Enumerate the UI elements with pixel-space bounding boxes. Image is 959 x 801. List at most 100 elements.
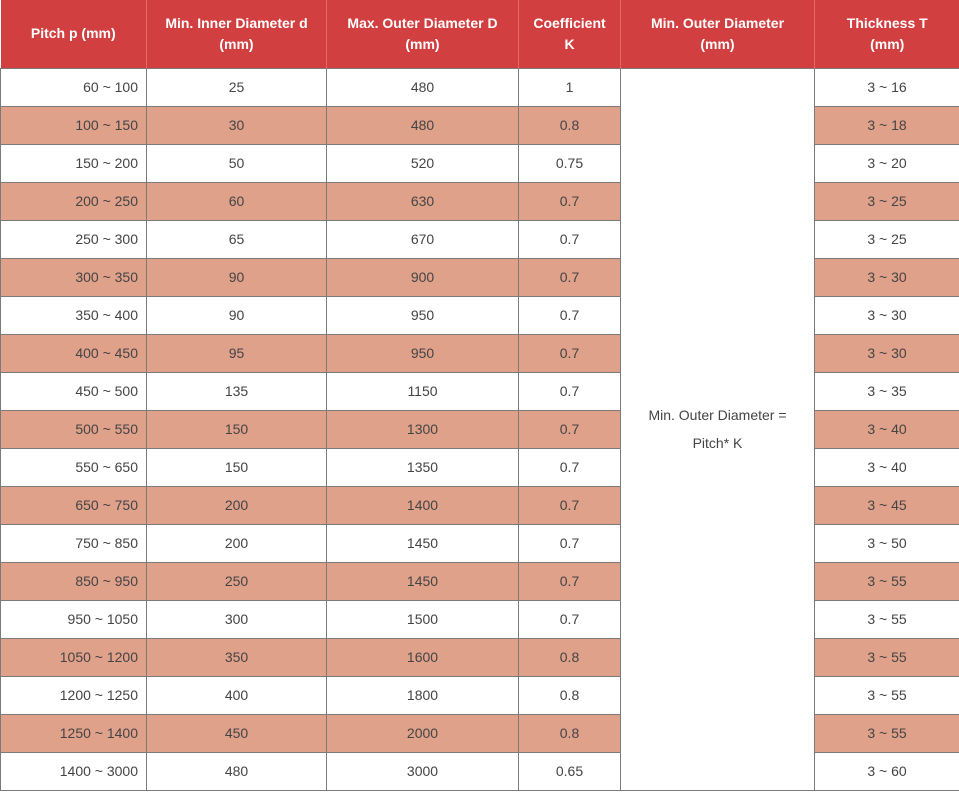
cell-thickness: 3 ~ 55 [814,713,959,753]
cell-coefficient: 0.7 [518,181,621,221]
cell-pitch: 250 ~ 300 [0,219,147,259]
cell-pitch: 750 ~ 850 [0,523,147,563]
cell-coefficient: 0.7 [518,485,621,525]
cell-pitch: 150 ~ 200 [0,143,147,183]
cell-min-inner-diameter: 480 [146,751,327,791]
cell-coefficient: 0.7 [518,447,621,487]
formula-line: Pitch* K [692,435,743,451]
cell-coefficient: 0.7 [518,257,621,297]
cell-max-outer-diameter: 630 [326,181,519,221]
cell-coefficient: 0.8 [518,637,621,677]
cell-max-outer-diameter: 670 [326,219,519,259]
cell-thickness: 3 ~ 60 [814,751,959,791]
cell-pitch: 850 ~ 950 [0,561,147,601]
cell-max-outer-diameter: 900 [326,257,519,297]
cell-thickness: 3 ~ 20 [814,143,959,183]
cell-max-outer-diameter: 480 [326,105,519,145]
cell-coefficient: 0.7 [518,409,621,449]
header-thickness: Thickness T (mm) [814,0,959,68]
header-min-inner-diameter: Min. Inner Diameter d (mm) [146,0,327,68]
cell-min-inner-diameter: 50 [146,143,327,183]
cell-max-outer-diameter: 1500 [326,599,519,639]
cell-min-inner-diameter: 90 [146,295,327,335]
cell-pitch: 550 ~ 650 [0,447,147,487]
cell-coefficient: 0.7 [518,295,621,335]
cell-pitch: 450 ~ 500 [0,371,147,411]
cell-thickness: 3 ~ 40 [814,409,959,449]
table-row: 550 ~ 650 150 1350 0.7 3 ~ 40 [0,447,959,487]
header-min-outer-diameter: Min. Outer Diameter (mm) [620,0,815,68]
cell-min-inner-diameter: 350 [146,637,327,677]
cell-max-outer-diameter: 520 [326,143,519,183]
cell-pitch: 300 ~ 350 [0,257,147,297]
cell-min-inner-diameter: 400 [146,675,327,715]
table-body: 60 ~ 100 25 480 1 Min. Outer Diameter = Pitch… [0,67,959,791]
header-coefficient: Coefficient K [518,0,621,68]
cell-thickness: 3 ~ 16 [814,67,959,107]
cell-thickness: 3 ~ 55 [814,561,959,601]
cell-coefficient: 0.75 [518,143,621,183]
cell-coefficient: 0.8 [518,713,621,753]
cell-min-inner-diameter: 65 [146,219,327,259]
table-row: 60 ~ 100 25 480 1 Min. Outer Diameter = Pitch… [0,67,959,791]
header-pitch: Pitch p (mm) [0,0,147,68]
cell-max-outer-diameter: 1450 [326,561,519,601]
cell-max-outer-diameter: 1300 [326,409,519,449]
cell-pitch: 1400 ~ 3000 [0,751,147,791]
cell-thickness: 3 ~ 30 [814,333,959,373]
cell-min-inner-diameter: 30 [146,105,327,145]
header-row: Pitch p (mm) Min. Inner Diameter d (mm) … [0,0,959,68]
cell-max-outer-diameter: 2000 [326,713,519,753]
cell-pitch: 60 ~ 100 [0,67,147,107]
cell-thickness: 3 ~ 25 [814,219,959,259]
cell-min-inner-diameter: 200 [146,523,327,563]
table-row: 950 ~ 1050 300 1500 0.7 3 ~ 55 [0,599,959,639]
table-header: Pitch p (mm) Min. Inner Diameter d (mm) … [0,0,959,68]
cell-min-inner-diameter: 450 [146,713,327,753]
table-row: 1250 ~ 1400 450 2000 0.8 3 ~ 55 [0,713,959,753]
table-row: 200 ~ 250 60 630 0.7 3 ~ 25 [0,181,959,221]
cell-coefficient: 0.7 [518,371,621,411]
table-row: 350 ~ 400 90 950 0.7 3 ~ 30 [0,295,959,335]
cell-max-outer-diameter: 480 [326,67,519,107]
table-row: 450 ~ 500 135 1150 0.7 3 ~ 35 [0,371,959,411]
table-row: 750 ~ 850 200 1450 0.7 3 ~ 50 [0,523,959,563]
cell-pitch: 950 ~ 1050 [0,599,147,639]
cell-coefficient: 0.7 [518,561,621,601]
cell-min-inner-diameter: 60 [146,181,327,221]
cell-coefficient: 1 [518,67,621,107]
cell-coefficient: 0.8 [518,105,621,145]
cell-coefficient: 0.7 [518,523,621,563]
cell-min-inner-diameter: 90 [146,257,327,297]
cell-max-outer-diameter: 950 [326,333,519,373]
cell-thickness: 3 ~ 30 [814,257,959,297]
cell-max-outer-diameter: 1400 [326,485,519,525]
table-row: 1400 ~ 3000 480 3000 0.65 3 ~ 60 [0,751,959,791]
table-row: 500 ~ 550 150 1300 0.7 3 ~ 40 [0,409,959,449]
cell-thickness: 3 ~ 40 [814,447,959,487]
cell-coefficient: 0.8 [518,675,621,715]
table-row: 1200 ~ 1250 400 1800 0.8 3 ~ 55 [0,675,959,715]
table-row: 100 ~ 150 30 480 0.8 3 ~ 18 [0,105,959,145]
table-row: 1050 ~ 1200 350 1600 0.8 3 ~ 55 [0,637,959,677]
cell-max-outer-diameter: 1800 [326,675,519,715]
cell-min-inner-diameter: 150 [146,409,327,449]
cell-pitch: 400 ~ 450 [0,333,147,373]
cell-pitch: 1050 ~ 1200 [0,637,147,677]
cell-pitch: 1250 ~ 1400 [0,713,147,753]
cell-pitch: 1200 ~ 1250 [0,675,147,715]
table-row: 150 ~ 200 50 520 0.75 3 ~ 20 [0,143,959,183]
cell-thickness: 3 ~ 55 [814,675,959,715]
table-row: 850 ~ 950 250 1450 0.7 3 ~ 55 [0,561,959,601]
cell-thickness: 3 ~ 18 [814,105,959,145]
cell-pitch: 200 ~ 250 [0,181,147,221]
cell-max-outer-diameter: 1600 [326,637,519,677]
table-row: 400 ~ 450 95 950 0.7 3 ~ 30 [0,333,959,373]
formula-line: Min. Outer Diameter = [648,407,787,423]
cell-min-inner-diameter: 150 [146,447,327,487]
cell-max-outer-diameter: 1150 [326,371,519,411]
table-row: 300 ~ 350 90 900 0.7 3 ~ 30 [0,257,959,297]
cell-thickness: 3 ~ 35 [814,371,959,411]
cell-thickness: 3 ~ 45 [814,485,959,525]
